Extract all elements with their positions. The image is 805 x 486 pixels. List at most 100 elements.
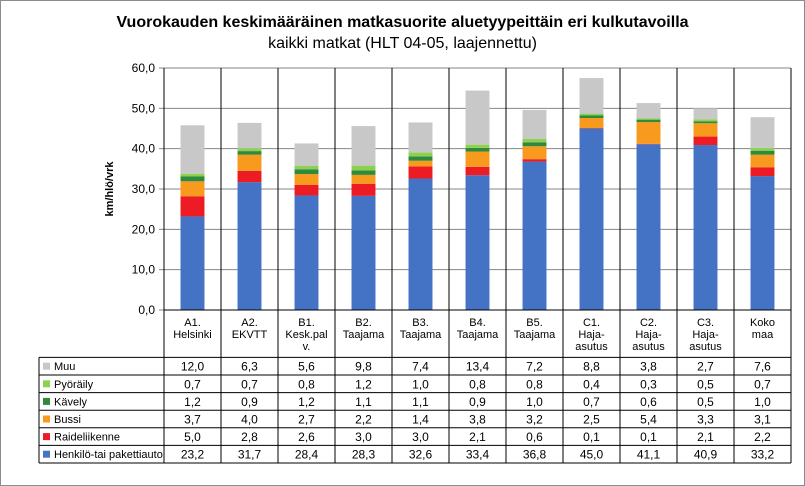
bar-segment [180,176,205,182]
bar-segment [408,166,433,179]
bar-segment [237,151,262,155]
data-label: 1,2 [184,395,201,409]
category-label: Taajama [343,329,385,341]
data-label: 6,3 [241,360,258,374]
bar-segment [465,166,490,176]
data-label: 28,3 [352,448,376,462]
category-label: asutus [632,341,665,353]
legend-label: Muu [54,361,75,373]
category-label: B4. [469,317,486,329]
y-tick-label: 10,0 [132,263,156,277]
data-label: 9,8 [355,360,372,374]
category-label: Taajama [400,329,442,341]
category-label: asutus [689,341,722,353]
legend-key [43,415,50,423]
bar-segment [351,170,376,175]
bar-segment [408,178,433,310]
bar-segment [522,161,547,310]
data-label: 40,9 [694,448,718,462]
bar-segment [237,122,262,149]
bar-segment [351,183,376,196]
category-label: B2. [355,317,372,329]
y-tick-label: 40,0 [132,142,156,156]
y-tick-label: 50,0 [132,101,156,115]
data-label: 4,0 [241,413,258,427]
category-label: Taajama [457,329,499,341]
bar-segment [351,174,376,184]
data-label: 0,6 [640,395,657,409]
data-label: 3,8 [469,413,486,427]
chart-title: Vuorokauden keskimääräinen matkasuorite … [116,14,689,31]
data-label: 2,1 [469,430,486,444]
bar-segment [636,144,661,310]
category-label: C1. [583,317,600,329]
data-label: 0,7 [583,395,600,409]
bar-segment [180,173,205,177]
chart-subtitle: kaikki matkat (HLT 04-05, laajennettu) [268,35,537,52]
bar-segment [522,142,547,147]
data-label: 3,2 [526,413,543,427]
legend-key [43,362,50,370]
bar-segment [693,121,718,124]
category-label: Koko [750,317,775,329]
category-label: C3. [697,317,714,329]
data-label: 0,8 [526,377,543,391]
data-label: 31,7 [238,448,262,462]
legend-key [43,450,50,458]
bar-segment [237,148,262,152]
bar-segment [522,109,547,139]
bar-segment [750,117,775,148]
bar-segment [579,128,604,310]
category-label: Haja- [692,329,719,341]
data-label: 2,7 [697,360,714,374]
bar-segment [636,103,661,119]
data-label: 33,2 [751,448,775,462]
category-label: B5. [526,317,543,329]
category-label: Haja- [635,329,662,341]
legend-label: Pyöräily [54,379,94,391]
data-label: 36,8 [523,448,547,462]
bar-segment [294,166,319,170]
bar-segment [294,184,319,196]
bar-segment [750,167,775,177]
legend-label: Raideliikenne [54,432,120,444]
legend-key [43,433,50,441]
data-label: 3,1 [754,413,771,427]
bar-segment [693,119,718,122]
bar-segment [636,119,661,123]
bar-segment [750,154,775,168]
data-label: 3,7 [184,413,201,427]
data-label: 13,4 [466,360,490,374]
data-label: 1,2 [298,395,315,409]
bar-segment [351,195,376,310]
category-label: A1. [184,317,201,329]
data-label: 0,9 [241,395,258,409]
bar-segment [579,113,604,116]
bar-segment [693,136,718,146]
data-label: 0,4 [583,377,600,391]
bar-segment [294,174,319,185]
data-label: 0,3 [640,377,657,391]
bar-segment [522,146,547,160]
data-label: 3,0 [412,430,429,444]
data-label: 0,7 [241,377,258,391]
data-label: 7,2 [526,360,543,374]
data-label: 2,2 [754,430,771,444]
y-axis-label: km/hlö/vrk [104,161,116,217]
category-label: asutus [575,341,608,353]
y-tick-label: 30,0 [132,182,156,196]
bar-segment [750,147,775,151]
bar-segment [180,196,205,217]
data-label: 2,8 [241,430,258,444]
bar-segment [465,175,490,310]
data-label: 1,0 [754,395,771,409]
bar-segment [579,118,604,129]
bar-segment [408,122,433,153]
y-tick-label: 0,0 [138,303,155,317]
category-label: maa [752,329,774,341]
bar-segment [294,195,319,310]
data-label: 3,0 [355,430,372,444]
bar-segment [465,151,490,167]
legend-key [43,397,50,405]
category-label: B3. [412,317,429,329]
